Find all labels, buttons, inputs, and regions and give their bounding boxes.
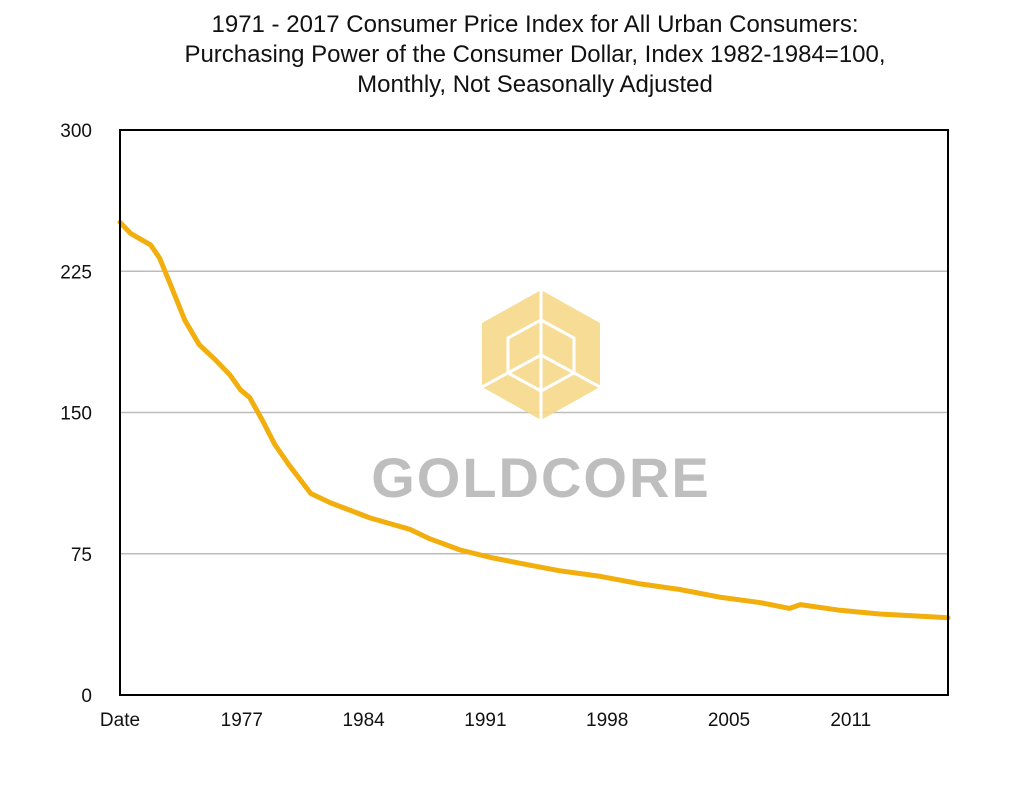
x-tick-label: 1991 xyxy=(464,710,506,731)
title-line: Purchasing Power of the Consumer Dollar,… xyxy=(184,41,886,68)
x-tick-label: 2011 xyxy=(830,710,871,731)
x-tick-label: 1998 xyxy=(586,710,628,731)
y-tick-label: 300 xyxy=(60,121,92,142)
x-tick-label: Date xyxy=(100,710,140,731)
y-tick-label: 225 xyxy=(60,262,92,283)
plot-frame xyxy=(119,129,949,696)
series-line xyxy=(117,219,951,621)
y-tick-label: 150 xyxy=(60,404,92,425)
x-tick-label: 1984 xyxy=(342,710,385,731)
goldcore-watermark: GOLDCORE xyxy=(371,290,711,509)
y-tick-label: 75 xyxy=(71,545,92,566)
x-tick-label: 1977 xyxy=(221,710,263,731)
chart-title: 1971 - 2017 Consumer Price Index for All… xyxy=(0,10,1024,100)
watermark-text: GOLDCORE xyxy=(371,446,711,509)
x-tick-label: 2005 xyxy=(708,710,750,731)
y-axis: 0 75 150 225 300 xyxy=(60,121,92,707)
x-axis: Date 1977 1984 1991 1998 2005 2011 xyxy=(100,710,871,731)
title-line: 1971 - 2017 Consumer Price Index for All… xyxy=(211,11,859,38)
y-tick-label: 0 xyxy=(81,686,92,707)
title-line: Monthly, Not Seasonally Adjusted xyxy=(357,71,713,98)
